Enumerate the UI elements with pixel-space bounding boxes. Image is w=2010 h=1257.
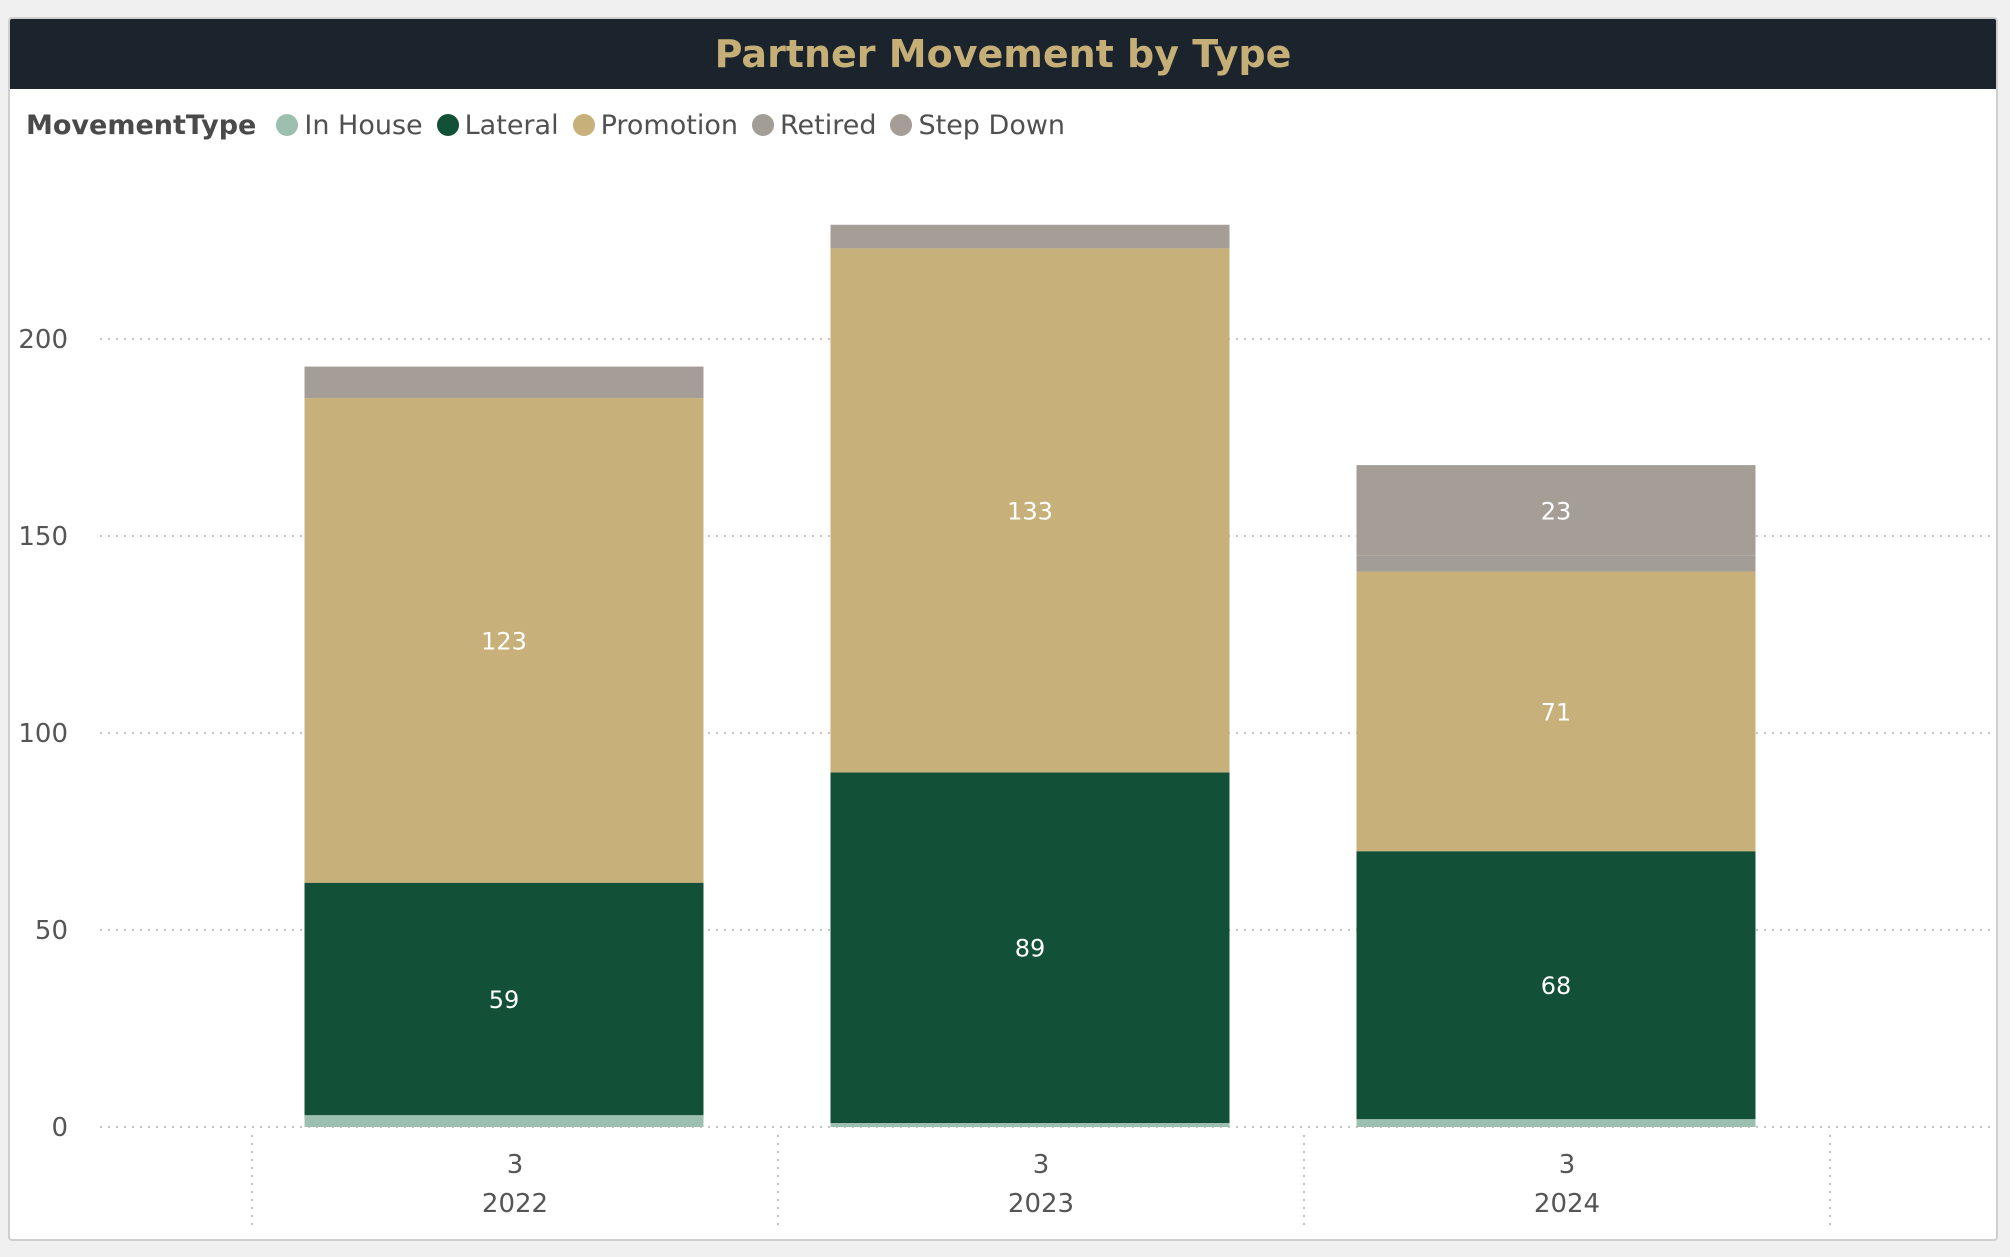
x-tick-label: 2023 (1008, 1189, 1074, 1219)
legend-item-promotion[interactable]: Promotion (572, 109, 738, 141)
legend-title: MovementType (26, 109, 257, 141)
title-bar: Partner Movement by Type (10, 19, 1996, 89)
legend-label-retired: Retired (779, 109, 877, 141)
legend-swatch-in-house (276, 114, 299, 136)
x-tick-sublabel: 3 (507, 1150, 524, 1180)
y-tick-label: 200 (18, 325, 68, 355)
data-label: 59 (489, 986, 520, 1014)
bar-segment-step-down-2024 (1356, 465, 1756, 556)
x-tick-label: 2024 (1534, 1189, 1600, 1219)
data-label: 123 (481, 627, 527, 655)
chart-title: Partner Movement by Type (714, 32, 1292, 76)
x-tick-label: 2022 (482, 1189, 548, 1219)
bar-segment-lateral-2022 (304, 882, 704, 1116)
bar-segment-in-house-2024 (1356, 1119, 1756, 1127)
bar-segment-promotion-2022 (304, 398, 704, 883)
data-label: 133 (1007, 497, 1053, 525)
legend-label-step-down: Step Down (918, 109, 1066, 141)
legend-item-in-house[interactable]: In House (276, 109, 423, 141)
data-label: 68 (1541, 972, 1572, 1000)
bar-segment-retired-2024 (1356, 555, 1756, 572)
x-tick-sublabel: 3 (1033, 1150, 1050, 1180)
bar-segment-step-down-2023 (830, 224, 1230, 249)
bar-segment-promotion-2024 (1356, 571, 1756, 852)
plot-area: 0 50 100 150 200 59 123 3 2022 89 133 3 2023 68 71 23 3 2… (18, 224, 1990, 1227)
legend-swatch-step-down (890, 114, 913, 136)
bar-segment-promotion-2023 (830, 248, 1230, 773)
legend-label-promotion: Promotion (600, 109, 738, 141)
bar-segment-in-house-2023 (830, 1123, 1230, 1127)
data-label: 71 (1541, 698, 1572, 726)
bar-segment-lateral-2023 (830, 772, 1230, 1124)
x-tick-sublabel: 3 (1559, 1150, 1576, 1180)
bar-segment-step-down-2022 (304, 366, 704, 399)
y-tick-label: 150 (18, 522, 68, 552)
data-label: 89 (1015, 935, 1046, 963)
legend-item-retired[interactable]: Retired (751, 109, 877, 141)
legend[interactable]: MovementType In House Lateral Promotion … (26, 105, 1079, 145)
y-tick-label: 100 (18, 719, 68, 749)
legend-label-in-house: In House (304, 109, 423, 141)
legend-item-lateral[interactable]: Lateral (436, 109, 559, 141)
y-tick-label: 0 (51, 1113, 68, 1143)
bar-segment-lateral-2024 (1356, 851, 1756, 1120)
legend-label-lateral: Lateral (464, 109, 559, 141)
bar-segment-in-house-2022 (304, 1115, 704, 1127)
legend-swatch-retired (751, 114, 774, 136)
y-tick-label: 50 (35, 916, 68, 946)
legend-swatch-promotion (572, 114, 595, 136)
chart-visual: Partner Movement by Type MovementType In… (8, 17, 1998, 1241)
legend-swatch-lateral (436, 114, 459, 136)
data-label: 23 (1541, 497, 1572, 525)
legend-item-step-down[interactable]: Step Down (890, 110, 1065, 141)
